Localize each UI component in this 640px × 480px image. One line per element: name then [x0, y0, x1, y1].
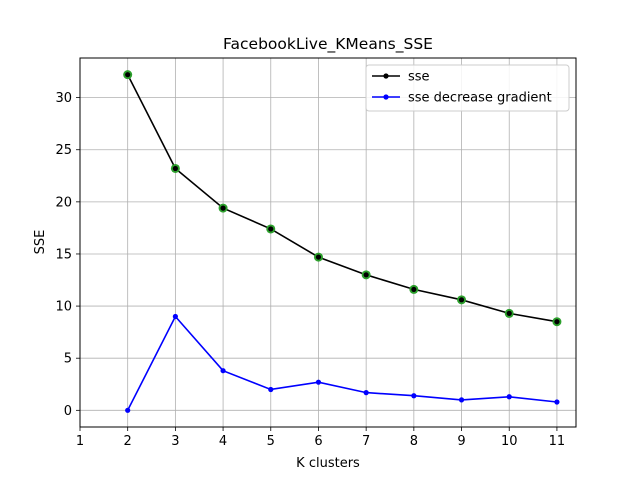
chart-title: FacebookLive_KMeans_SSE — [223, 35, 433, 54]
y-tick-label: 30 — [55, 91, 72, 106]
legend-swatch-marker — [383, 73, 389, 79]
x-tick-label: 4 — [219, 434, 227, 449]
data-point — [363, 272, 369, 278]
series-line — [126, 315, 558, 411]
data-point — [315, 379, 322, 385]
x-tick-label: 9 — [457, 434, 465, 449]
y-tick-label: 10 — [55, 300, 72, 315]
y-axis: 0 5 10 15 20 25 30 — [55, 91, 80, 419]
x-tick-label: 10 — [501, 434, 518, 449]
legend-label: sse — [408, 70, 430, 85]
x-tick-label: 11 — [549, 434, 566, 449]
x-tick-label: 7 — [362, 434, 370, 449]
x-tick-label: 2 — [124, 434, 132, 449]
data-point — [506, 394, 512, 400]
data-point — [458, 397, 465, 403]
data-point — [125, 72, 131, 78]
axes-frame — [79, 57, 577, 428]
data-point — [220, 368, 226, 374]
data-point — [172, 313, 178, 320]
x-tick-label: 1 — [76, 434, 84, 449]
series-sse-decrease-gradient — [125, 313, 560, 413]
series-layer — [123, 70, 562, 413]
x-axis-label: K clusters — [296, 456, 360, 471]
data-point — [506, 310, 512, 316]
y-tick-label: 15 — [55, 247, 72, 262]
y-tick-label: 20 — [55, 195, 72, 210]
y-axis-label: SSE — [33, 230, 48, 255]
x-tick-label: 6 — [314, 434, 322, 449]
data-point — [125, 407, 131, 413]
data-point — [554, 319, 560, 325]
data-point — [315, 254, 322, 260]
y-tick-label: 0 — [64, 404, 72, 419]
legend-label: sse decrease gradient — [408, 91, 552, 106]
data-point — [363, 390, 369, 396]
data-point — [411, 286, 417, 293]
y-tick-label: 5 — [64, 352, 72, 367]
data-point — [220, 205, 226, 211]
data-point — [554, 399, 560, 405]
legend-swatch-marker — [383, 94, 389, 100]
series-sse — [123, 70, 562, 327]
legend-box — [365, 64, 570, 112]
x-tick-label: 3 — [171, 434, 179, 449]
y-tick-label: 25 — [55, 143, 72, 158]
x-axis: 1 2 3 4 5 6 7 8 9 10 11 — [76, 427, 565, 449]
x-tick-label: 8 — [410, 434, 418, 449]
data-point — [458, 297, 465, 303]
data-point — [411, 393, 417, 399]
data-point — [172, 165, 178, 172]
grid-lines — [79, 58, 576, 427]
legend: sse sse decrease gradient — [365, 64, 570, 112]
data-point — [268, 226, 274, 232]
series-line — [126, 74, 558, 323]
data-point — [268, 386, 274, 393]
x-tick-label: 5 — [267, 434, 275, 449]
